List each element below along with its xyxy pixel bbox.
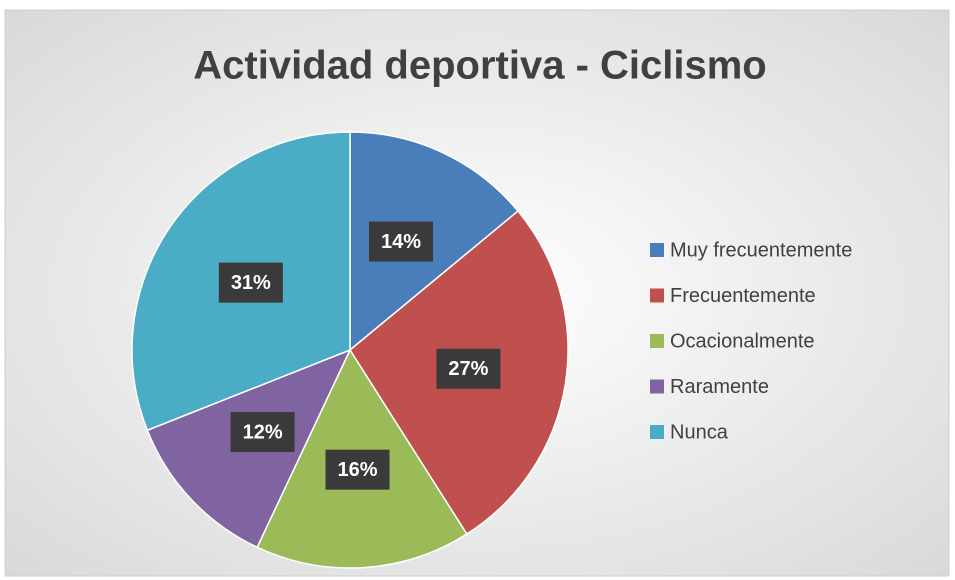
chart-title: Actividad deportiva - Ciclismo (193, 44, 766, 88)
data-label: 27% (448, 358, 488, 380)
data-label: 16% (338, 459, 378, 481)
legend-label: Muy frecuentemente (670, 239, 852, 261)
legend-label: Frecuentemente (670, 285, 816, 307)
data-label-box (369, 221, 434, 262)
legend-label: Nunca (670, 421, 729, 443)
data-label: 12% (243, 421, 283, 443)
legend-swatch (650, 425, 664, 439)
legend-swatch (650, 379, 664, 394)
data-label-box (436, 348, 501, 389)
legend-swatch (650, 243, 664, 257)
legend-label: Raramente (670, 376, 769, 398)
pie-slice (349, 131, 520, 352)
legend-swatch (650, 334, 664, 348)
data-label: 31% (231, 272, 271, 294)
legend-label: Ocacionalmente (670, 330, 815, 352)
legend-swatch (650, 288, 664, 303)
data-label-box (230, 412, 295, 453)
data-label: 14% (381, 231, 421, 253)
data-label-box (218, 262, 283, 303)
data-label-box (325, 449, 390, 490)
